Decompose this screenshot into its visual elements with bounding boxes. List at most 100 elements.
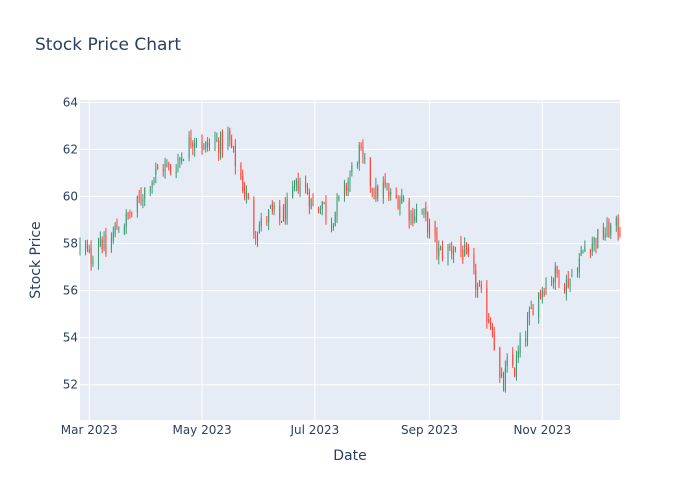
candle-up xyxy=(220,134,222,157)
candle-down xyxy=(362,146,364,156)
candle-up xyxy=(294,185,296,188)
candle-down xyxy=(369,158,371,186)
candle-down xyxy=(451,249,453,254)
candle-down xyxy=(221,131,223,150)
candle-down xyxy=(412,211,414,223)
candle-down xyxy=(395,195,397,198)
candle-down xyxy=(478,284,480,286)
candle-down xyxy=(567,278,569,288)
candle-up xyxy=(364,157,366,159)
candle-down xyxy=(207,142,209,147)
x-tick-label: May 2023 xyxy=(172,423,231,437)
candle-down xyxy=(345,185,347,191)
y-tick-label: 62 xyxy=(63,142,78,156)
candle-down xyxy=(551,281,553,283)
y-tick-label: 60 xyxy=(63,189,78,203)
candle-down xyxy=(297,180,299,191)
candle-up xyxy=(183,159,185,161)
candle-down xyxy=(589,249,591,254)
candle-down xyxy=(488,319,490,323)
candle-up xyxy=(386,187,388,189)
candle-down xyxy=(499,347,501,378)
candle-down xyxy=(279,205,281,220)
candle-down xyxy=(408,200,410,221)
candle-down xyxy=(449,246,451,248)
candle-up xyxy=(258,225,260,233)
candle-up xyxy=(538,293,540,318)
candle-up xyxy=(299,185,301,194)
candle-up xyxy=(273,205,275,210)
y-axis-label: Stock Price xyxy=(28,221,44,298)
candle-down xyxy=(85,241,87,248)
candle-up xyxy=(338,195,340,200)
candle-up xyxy=(519,337,521,354)
candle-up xyxy=(114,225,116,234)
y-tick-label: 58 xyxy=(63,237,78,251)
candle-up xyxy=(164,163,166,172)
candle-up xyxy=(295,178,297,186)
candle-up xyxy=(582,249,584,253)
candle-down xyxy=(373,193,375,197)
candle-down xyxy=(436,232,438,253)
candle-down xyxy=(231,139,233,148)
candle-down xyxy=(441,247,443,259)
y-axis-ticks: 52 54 56 58 60 62 64 xyxy=(63,95,78,391)
candle-up xyxy=(416,208,418,219)
candle-up xyxy=(321,201,323,210)
candle-up xyxy=(194,142,196,149)
y-tick-label: 54 xyxy=(63,331,78,345)
candle-down xyxy=(170,165,172,173)
candle-up xyxy=(530,307,532,310)
grid-lines xyxy=(80,100,620,420)
chart-title: Stock Price Chart xyxy=(35,35,181,55)
candle-down xyxy=(397,198,399,209)
candle-up xyxy=(423,209,425,214)
candle-up xyxy=(525,338,527,341)
candle-up xyxy=(110,238,112,252)
candle-down xyxy=(465,247,468,249)
candle-up xyxy=(103,237,105,250)
candle-up xyxy=(216,139,218,141)
candle-up xyxy=(175,172,177,174)
candle-up xyxy=(166,163,168,166)
candle-up xyxy=(429,223,431,236)
candle-down xyxy=(244,188,246,195)
candle-down xyxy=(462,249,464,260)
candle-up xyxy=(464,244,466,257)
candle-down xyxy=(434,222,436,236)
candle-down xyxy=(493,334,495,351)
candle-up xyxy=(453,251,455,257)
candle-up xyxy=(554,266,556,283)
candle-up xyxy=(403,198,405,200)
candle-up xyxy=(565,279,567,295)
candle-up xyxy=(188,137,190,159)
candle-up xyxy=(615,218,617,226)
candle-up xyxy=(142,199,144,202)
candle-up xyxy=(149,189,151,191)
candle-up xyxy=(347,181,349,192)
candle-down xyxy=(266,220,268,222)
candle-up xyxy=(88,249,90,252)
candle-down xyxy=(229,130,231,141)
candles xyxy=(79,126,621,393)
candle-up xyxy=(401,195,403,204)
candle-up xyxy=(227,133,229,147)
candle-down xyxy=(138,196,140,198)
candle-down xyxy=(255,236,257,238)
candle-down xyxy=(157,166,159,170)
candle-down xyxy=(486,287,488,322)
candle-down xyxy=(330,219,333,227)
candle-up xyxy=(375,185,377,199)
candle-down xyxy=(168,164,170,166)
candle-up xyxy=(195,140,198,142)
candle-down xyxy=(388,190,390,197)
candle-down xyxy=(318,207,320,212)
candle-up xyxy=(205,141,207,149)
candle-down xyxy=(127,212,129,216)
candle-up xyxy=(593,237,595,246)
candle-down xyxy=(201,140,203,151)
candle-up xyxy=(282,206,284,222)
candle-down xyxy=(564,283,566,291)
candle-up xyxy=(332,225,334,228)
candle-down xyxy=(558,270,560,286)
